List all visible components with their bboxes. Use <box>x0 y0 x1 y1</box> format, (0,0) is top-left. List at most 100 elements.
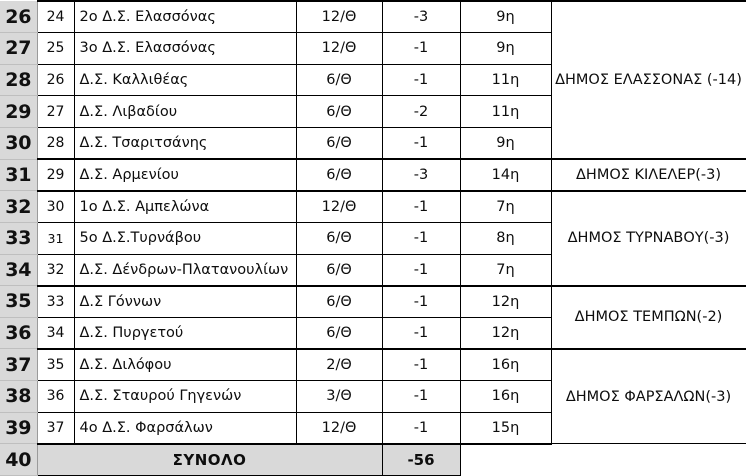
table-row[interactable]: 37 35 Δ.Σ. Διλόφου 2/Θ -1 16η ΔΗΜΟΣ ΦΑΡΣ… <box>0 348 746 445</box>
cell-school-name[interactable]: Δ.Σ. Πυργετού <box>73 316 297 350</box>
cell-organicity[interactable]: 6/Θ <box>295 285 383 318</box>
cell-difference[interactable]: -1 <box>381 32 461 65</box>
table-total-row[interactable]: 40 ΣΥΝΟΛΟ -56 <box>0 442 746 476</box>
cell-organicity[interactable]: 6/Θ <box>295 253 383 287</box>
cell-difference[interactable]: -1 <box>381 190 461 223</box>
row-header-28[interactable]: 28 <box>0 64 38 97</box>
table-row[interactable]: 39 37 4ο Δ.Σ. Φαρσάλων 12/Θ -1 15η <box>0 411 746 445</box>
cell-difference[interactable]: -1 <box>381 221 461 255</box>
cell-organicity[interactable]: 6/Θ <box>295 221 383 255</box>
cell-difference[interactable]: -3 <box>381 158 461 192</box>
table-row[interactable]: 38 36 Δ.Σ. Σταυρού Γηγενών 3/Θ -1 16η <box>0 380 746 413</box>
row-header-29[interactable]: 29 <box>0 95 38 128</box>
cell-index[interactable]: 25 <box>36 32 75 65</box>
cell-organicity[interactable]: 12/Θ <box>295 0 383 34</box>
cell-difference[interactable]: -1 <box>381 253 461 287</box>
row-header-37[interactable]: 37 <box>0 348 38 381</box>
cell-index[interactable]: 32 <box>36 253 75 287</box>
cell-difference[interactable]: -1 <box>381 348 461 381</box>
cell-index[interactable]: 29 <box>36 158 75 192</box>
cell-organicity[interactable]: 6/Θ <box>295 63 383 97</box>
cell-school-name[interactable]: Δ.Σ. Δένδρων-Πλατανουλίων <box>73 253 297 287</box>
cell-rank[interactable]: 7η <box>459 190 552 223</box>
cell-organicity[interactable]: 6/Θ <box>295 127 383 161</box>
table-row[interactable]: 29 27 Δ.Σ. Λιβαδίου 6/Θ -2 11η <box>0 95 746 128</box>
cell-organicity[interactable]: 12/Θ <box>295 32 383 65</box>
cell-school-name[interactable]: Δ.Σ. Διλόφου <box>73 348 297 381</box>
table-row[interactable]: 26 24 2ο Δ.Σ. Ελασσόνας 12/Θ -3 9η ΔΗΜΟΣ… <box>0 0 746 161</box>
cell-municipality[interactable]: ΔΗΜΟΣ ΚΙΛΕΛΕΡ(-3) <box>550 158 746 192</box>
total-value[interactable]: -56 <box>381 442 461 476</box>
row-header-34[interactable]: 34 <box>0 254 38 287</box>
cell-difference[interactable]: -3 <box>381 0 461 34</box>
cell-index[interactable]: 33 <box>36 285 75 318</box>
table-row[interactable]: 27 25 3ο Δ.Σ. Ελασσόνας 12/Θ -1 9η <box>0 32 746 65</box>
row-header-32[interactable]: 32 <box>0 190 38 223</box>
cell-school-name[interactable]: Δ.Σ Γόννων <box>73 285 297 318</box>
cell-school-name[interactable]: Δ.Σ. Αρμενίου <box>73 158 297 192</box>
table-row[interactable]: 31 29 Δ.Σ. Αρμενίου 6/Θ -3 14η ΔΗΜΟΣ ΚΙΛ… <box>0 158 746 192</box>
cell-index[interactable]: 30 <box>36 190 75 223</box>
cell-rank[interactable]: 8η <box>459 221 552 255</box>
cell-index[interactable]: 24 <box>36 0 75 34</box>
cell-school-name[interactable]: 4ο Δ.Σ. Φαρσάλων <box>73 411 297 445</box>
cell-school-name[interactable]: 2ο Δ.Σ. Ελασσόνας <box>73 0 297 34</box>
cell-organicity[interactable]: 2/Θ <box>295 348 383 381</box>
cell-rank[interactable]: 12η <box>459 285 552 318</box>
cell-school-name[interactable]: 5ο Δ.Σ.Τυρνάβου <box>73 221 297 255</box>
cell-index[interactable]: 31 <box>36 221 75 255</box>
cell-difference[interactable]: -1 <box>381 411 461 445</box>
row-header-31[interactable]: 31 <box>0 159 38 192</box>
cell-rank[interactable]: 9η <box>459 32 552 65</box>
cell-school-name[interactable]: Δ.Σ. Καλλιθέας <box>73 63 297 97</box>
cell-rank[interactable]: 9η <box>459 0 552 34</box>
row-header-30[interactable]: 30 <box>0 127 38 160</box>
cell-school-name[interactable]: 3ο Δ.Σ. Ελασσόνας <box>73 32 297 65</box>
cell-municipality[interactable]: ΔΗΜΟΣ ΤΥΡΝΑΒΟΥ(-3) <box>550 190 746 287</box>
cell-municipality[interactable]: ΔΗΜΟΣ ΦΑΡΣΑΛΩΝ(-3) <box>550 348 746 445</box>
cell-organicity[interactable]: 6/Θ <box>295 95 383 128</box>
row-header-36[interactable]: 36 <box>0 317 38 350</box>
cell-index[interactable]: 27 <box>36 95 75 128</box>
cell-difference[interactable]: -1 <box>381 63 461 97</box>
table-row[interactable]: 34 32 Δ.Σ. Δένδρων-Πλατανουλίων 6/Θ -1 7… <box>0 253 746 287</box>
cell-organicity[interactable]: 6/Θ <box>295 316 383 350</box>
row-header-38[interactable]: 38 <box>0 380 38 413</box>
cell-rank[interactable]: 9η <box>459 127 552 161</box>
cell-municipality[interactable]: ΔΗΜΟΣ ΕΛΑΣΣΟΝΑΣ (-14) <box>550 0 746 161</box>
cell-rank[interactable]: 7η <box>459 253 552 287</box>
cell-rank[interactable]: 15η <box>459 411 552 445</box>
row-header-35[interactable]: 35 <box>0 285 38 318</box>
cell-rank[interactable]: 16η <box>459 380 552 413</box>
cell-rank[interactable]: 11η <box>459 95 552 128</box>
row-header-40[interactable]: 40 <box>0 443 38 476</box>
cell-index[interactable]: 26 <box>36 63 75 97</box>
cell-rank[interactable]: 12η <box>459 316 552 350</box>
row-header-27[interactable]: 27 <box>0 32 38 65</box>
cell-organicity[interactable]: 3/Θ <box>295 380 383 413</box>
row-header-39[interactable]: 39 <box>0 412 38 445</box>
cell-school-name[interactable]: Δ.Σ. Σταυρού Γηγενών <box>73 380 297 413</box>
cell-rank[interactable]: 14η <box>459 158 552 192</box>
table-row[interactable]: 36 34 Δ.Σ. Πυργετού 6/Θ -1 12η <box>0 316 746 350</box>
cell-organicity[interactable]: 6/Θ <box>295 158 383 192</box>
cell-difference[interactable]: -1 <box>381 285 461 318</box>
cell-school-name[interactable]: 1ο Δ.Σ. Αμπελώνα <box>73 190 297 223</box>
table-row[interactable]: 35 33 Δ.Σ Γόννων 6/Θ -1 12η ΔΗΜΟΣ ΤΕΜΠΩΝ… <box>0 285 746 350</box>
cell-difference[interactable]: -2 <box>381 95 461 128</box>
total-label[interactable]: ΣΥΝΟΛΟ <box>36 442 383 476</box>
table-row[interactable]: 30 28 Δ.Σ. Τσαριτσάνης 6/Θ -1 9η <box>0 127 746 161</box>
cell-difference[interactable]: -1 <box>381 316 461 350</box>
cell-rank[interactable]: 16η <box>459 348 552 381</box>
cell-index[interactable]: 28 <box>36 127 75 161</box>
table-row[interactable]: 32 30 1ο Δ.Σ. Αμπελώνα 12/Θ -1 7η ΔΗΜΟΣ … <box>0 190 746 287</box>
cell-difference[interactable]: -1 <box>381 380 461 413</box>
cell-index[interactable]: 36 <box>36 380 75 413</box>
cell-index[interactable]: 35 <box>36 348 75 381</box>
cell-organicity[interactable]: 12/Θ <box>295 190 383 223</box>
cell-rank[interactable]: 11η <box>459 63 552 97</box>
cell-municipality[interactable]: ΔΗΜΟΣ ΤΕΜΠΩΝ(-2) <box>550 285 746 350</box>
cell-school-name[interactable]: Δ.Σ. Λιβαδίου <box>73 95 297 128</box>
cell-organicity[interactable]: 12/Θ <box>295 411 383 445</box>
table-row[interactable]: 33 31 5ο Δ.Σ.Τυρνάβου 6/Θ -1 8η <box>0 221 746 255</box>
